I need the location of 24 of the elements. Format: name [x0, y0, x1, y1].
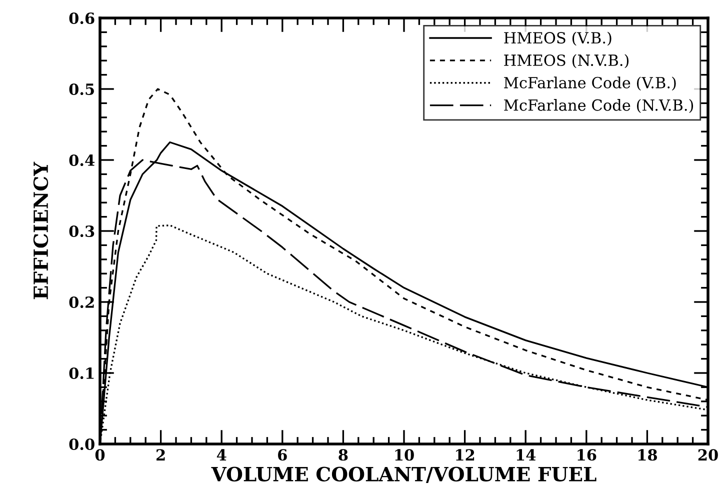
- x-tick-label: 6: [278, 449, 287, 461]
- y-tick-label: 0.5: [69, 83, 94, 96]
- x-tick-label: 12: [456, 449, 474, 460]
- x-tick-label: 8: [338, 449, 348, 461]
- x-axis-title: VOLUME COOLANT/VOLUME FUEL: [211, 466, 596, 484]
- x-tick-label: 14: [516, 449, 536, 460]
- y-tick-label: 0.2: [69, 296, 94, 308]
- x-tick-label: 20: [698, 449, 718, 461]
- legend-label: McFarlane Code (V.B.): [504, 76, 676, 91]
- x-tick-label: 4: [216, 449, 226, 460]
- x-tick-label: 18: [638, 449, 658, 461]
- x-tick-label: 2: [156, 449, 165, 460]
- y-tick-label: 0.6: [69, 12, 94, 24]
- x-tick-label: 10: [395, 449, 414, 461]
- legend-label: McFarlane Code (N.V.B.): [504, 99, 694, 114]
- y-tick-label: 0.1: [69, 367, 94, 380]
- y-tick-label: 0.4: [69, 154, 95, 166]
- legend-label: HMEOS (N.V.B.): [504, 54, 629, 68]
- y-tick-label: 0.3: [69, 225, 94, 238]
- x-tick-label: 16: [578, 449, 596, 461]
- y-tick-label: 0.0: [69, 438, 94, 450]
- y-axis-title: EFFICIENCY: [33, 162, 48, 300]
- x-tick-label: 0: [95, 449, 105, 461]
- legend-label: HMEOS (V.B.): [504, 32, 612, 46]
